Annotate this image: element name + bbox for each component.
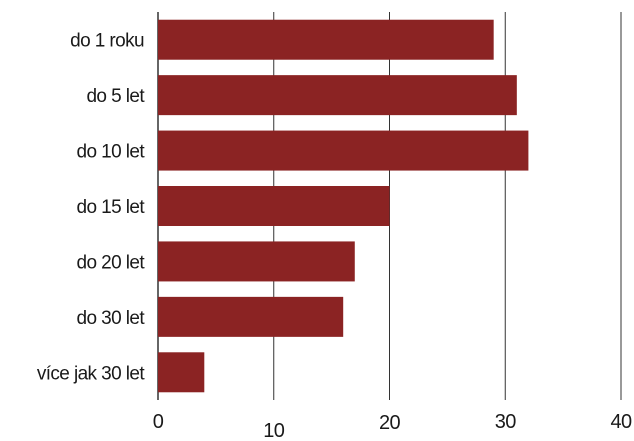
category-label-4: do 20 let [77,252,146,273]
bars [158,20,528,393]
x-tick-label-40: 40 [610,411,632,433]
bar-1 [158,75,517,115]
bar-2 [158,131,528,171]
x-tick-label-20: 20 [379,412,401,434]
category-label-3: do 15 let [77,197,146,218]
bar-4 [158,241,355,281]
category-label-5: do 30 let [77,308,146,329]
category-label-1: do 5 let [86,86,145,107]
bar-5 [158,297,343,337]
category-label-0: do 1 roku [70,31,144,52]
bar-6 [158,352,204,392]
category-labels: do 1 roku do 5 let do 10 let do 15 let do 20… [37,31,145,385]
category-label-2: do 10 let [77,142,146,163]
x-axis-ticks: 0 10 20 30 40 [153,411,632,441]
x-tick-label-30: 30 [495,411,517,433]
x-tick-label-10: 10 [263,420,285,441]
x-tick-label-0: 0 [153,411,164,433]
bar-0 [158,20,494,60]
bar-3 [158,186,390,226]
category-label-6: více jak 30 let [37,363,145,384]
